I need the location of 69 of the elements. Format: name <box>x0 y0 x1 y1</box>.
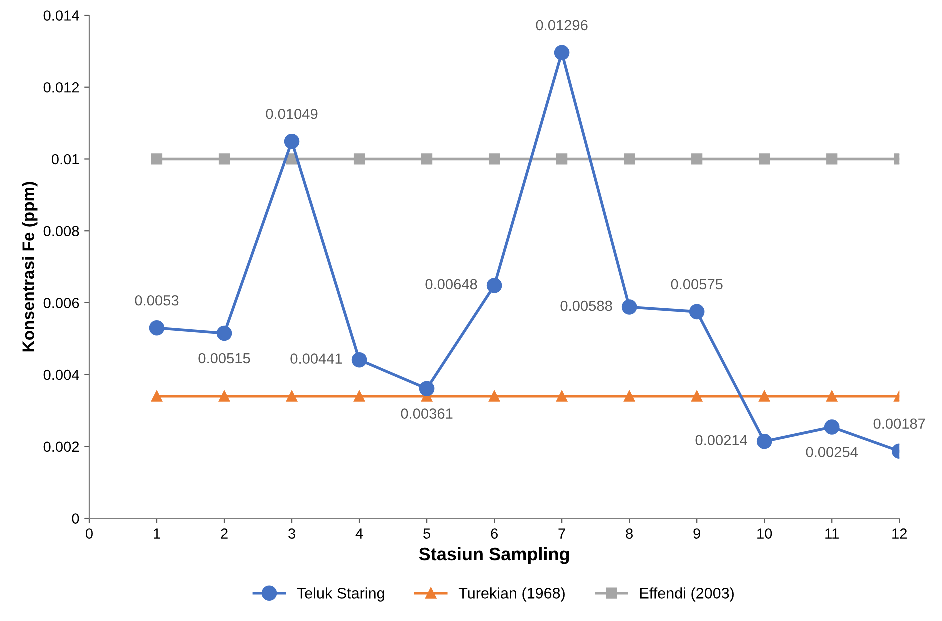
point <box>756 434 772 450</box>
y-tick-label: 0.006 <box>44 298 80 308</box>
point <box>486 278 502 294</box>
point <box>354 154 366 165</box>
point <box>759 154 770 165</box>
point <box>824 420 840 435</box>
x-tick-label: 6 <box>491 528 498 539</box>
point <box>286 390 298 402</box>
point <box>826 390 838 402</box>
x-tick-label: 2 <box>221 528 228 539</box>
data-label: 0.00575 <box>671 279 723 290</box>
data-label: 0.0053 <box>135 295 179 306</box>
point <box>624 390 636 402</box>
point <box>419 381 435 396</box>
data-label: 0.00648 <box>426 279 478 290</box>
data-label: 0.01049 <box>266 108 318 120</box>
data-label: 0.00441 <box>290 354 342 364</box>
point <box>149 320 165 336</box>
x-tick-label: 5 <box>424 528 430 539</box>
point <box>826 154 838 165</box>
x-tick-label: 11 <box>826 528 839 539</box>
point <box>554 45 570 61</box>
data-label: 0.00588 <box>560 300 612 312</box>
point <box>556 154 568 165</box>
y-tick-label: 0.012 <box>44 82 80 93</box>
point <box>556 390 568 402</box>
x-tick-label: 4 <box>356 528 364 539</box>
data-label: 0.00515 <box>198 353 250 364</box>
legend-label: Teluk Staring <box>297 588 384 602</box>
y-tick-label: 0.014 <box>44 10 80 21</box>
point <box>151 154 163 165</box>
y-tick-label: 0.002 <box>44 442 80 452</box>
data-label: 0.00187 <box>874 418 926 430</box>
point <box>488 154 500 165</box>
y-tick-label: 0.01 <box>52 154 80 165</box>
x-tick-label: 12 <box>892 528 907 539</box>
x-tick-label: 10 <box>758 528 772 539</box>
point <box>689 304 705 320</box>
data-label: 0.00361 <box>401 408 453 419</box>
data-label: 0.00214 <box>696 435 748 446</box>
point <box>692 154 703 165</box>
x-tick-label: 1 <box>154 528 160 539</box>
legend-label: Turekian (1968) <box>458 588 565 602</box>
y-tick-label: 0.004 <box>44 370 80 380</box>
x-tick-label: 7 <box>558 528 566 539</box>
point <box>692 390 703 402</box>
point <box>624 154 636 165</box>
x-tick-label: 8 <box>626 528 633 539</box>
point <box>151 390 163 402</box>
y-tick-label: 0.008 <box>44 226 80 237</box>
point <box>218 154 230 165</box>
point <box>354 390 366 402</box>
point <box>421 154 433 165</box>
legend-label: Effendi (2003) <box>640 588 734 602</box>
y-axis-title: Konsentrasi Fe (ppm) <box>22 182 38 352</box>
point <box>622 300 638 315</box>
point <box>352 352 368 368</box>
x-tick-label: 0 <box>86 528 93 539</box>
point <box>759 390 770 402</box>
x-tick-label: 3 <box>288 528 296 539</box>
point <box>218 390 230 402</box>
point <box>488 390 500 402</box>
x-tick-label: 9 <box>694 528 700 539</box>
point <box>284 134 300 150</box>
data-label: 0.01296 <box>536 20 588 31</box>
point <box>216 326 232 342</box>
x-axis-title: Stasiun Sampling <box>419 547 570 564</box>
y-tick-label: 0 <box>72 514 80 524</box>
data-label: 0.00254 <box>806 447 858 458</box>
